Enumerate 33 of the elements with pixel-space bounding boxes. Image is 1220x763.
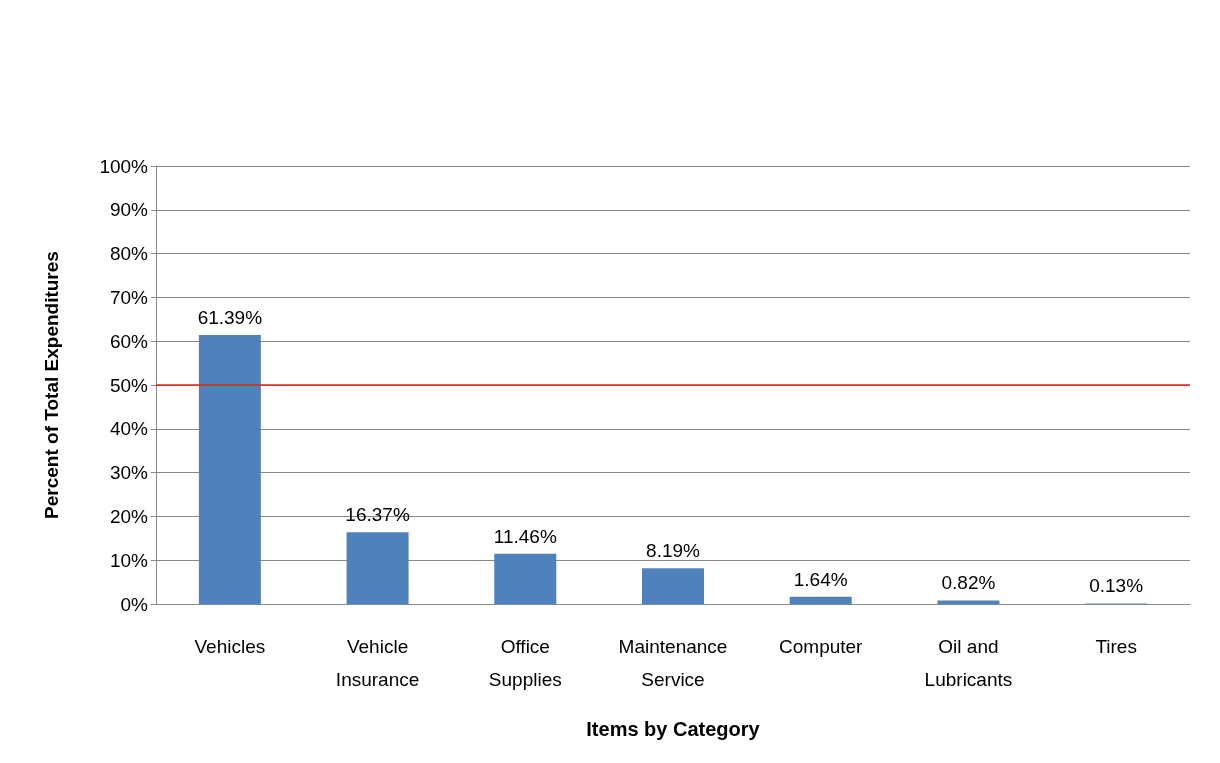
y-tick-label: 50% bbox=[109, 374, 149, 396]
bar bbox=[346, 532, 409, 604]
x-tick-label: Vehicles bbox=[194, 636, 266, 657]
x-axis-title: Items by Category bbox=[586, 718, 761, 740]
x-tick-label: Oil and Lubricants bbox=[924, 636, 1013, 690]
bar bbox=[198, 335, 261, 604]
data-label: 61.39% bbox=[197, 307, 263, 329]
y-axis-title: Percent of Total Expenditures bbox=[41, 251, 62, 519]
y-tick-label: 40% bbox=[109, 418, 149, 440]
data-label: 11.46% bbox=[493, 525, 557, 547]
bar bbox=[937, 600, 1000, 604]
bar bbox=[789, 596, 852, 604]
x-tick-label: Office Supplies bbox=[488, 636, 562, 690]
data-label: 0.13% bbox=[1089, 575, 1144, 597]
x-tick-label: Maintenance Service bbox=[618, 636, 728, 690]
data-label: 8.19% bbox=[646, 540, 701, 562]
y-tick-label: 20% bbox=[109, 505, 149, 527]
x-tick-label: Vehicle Insurance bbox=[335, 636, 420, 690]
y-tick-label: 30% bbox=[109, 462, 149, 484]
y-tick-label: 80% bbox=[109, 243, 149, 265]
data-label: 16.37% bbox=[345, 504, 410, 526]
y-tick-label: 70% bbox=[109, 286, 149, 308]
x-tick-label: Tires bbox=[1095, 636, 1137, 657]
x-tick-label: Computer bbox=[779, 636, 864, 657]
y-tick-label: 10% bbox=[109, 549, 149, 571]
y-tick-label: 100% bbox=[99, 155, 149, 177]
data-label: 0.82% bbox=[941, 572, 996, 594]
bar bbox=[494, 553, 557, 604]
y-tick-label: 60% bbox=[109, 330, 149, 352]
y-tick-label: 0% bbox=[120, 593, 149, 615]
bar bbox=[642, 568, 704, 604]
y-tick-label: 90% bbox=[109, 199, 149, 221]
data-label: 1.64% bbox=[793, 568, 848, 590]
